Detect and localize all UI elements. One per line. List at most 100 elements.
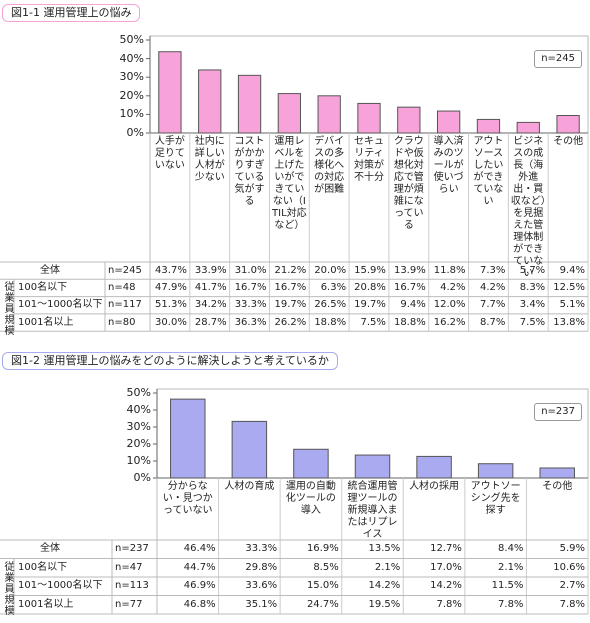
bar <box>170 398 206 479</box>
bar <box>397 106 421 134</box>
cell-value: 5.1% <box>559 299 585 311</box>
category-label: その他 <box>553 136 584 147</box>
row-label: 101〜1000名以下 <box>18 299 103 311</box>
cell-value: 14.2% <box>368 580 401 592</box>
total-value: 33.3% <box>245 543 278 555</box>
cell-value: 13.8% <box>553 316 585 328</box>
row-label: 1001名以上 <box>18 598 74 610</box>
y-tick-label: 10% <box>126 454 151 467</box>
cell-value: 11.5% <box>491 580 524 592</box>
category-label: 運用レベルを上げたいができていない（ITIL対応など） <box>272 136 307 231</box>
total-value: 13.9% <box>393 264 426 276</box>
cell-value: 18.8% <box>314 316 347 328</box>
total-n: n=245 <box>108 264 142 276</box>
cell-value: 46.8% <box>183 598 216 610</box>
y-tick-label: 40% <box>126 403 151 416</box>
y-tick-label: 30% <box>126 420 151 433</box>
chart-title: 図1-2 運用管理上の悩みをどのように解決しようと考えているか <box>2 352 338 370</box>
cell-value: 19.7% <box>354 299 386 311</box>
row-group-label: 従業員規模 <box>2 560 13 616</box>
bar <box>198 69 222 134</box>
cell-value: 12.5% <box>553 281 585 293</box>
cell-value: 7.8% <box>498 598 524 610</box>
cell-value: 6.3% <box>320 281 347 293</box>
total-value: 33.9% <box>194 264 227 276</box>
bar <box>556 115 580 134</box>
cell-value: 44.7% <box>183 561 216 573</box>
category-label: 統合運用管理ツールの新規導入またはリプレイス <box>347 481 398 540</box>
sample-size: n=237 <box>534 403 582 421</box>
y-tick-label: 0% <box>133 471 151 484</box>
cell-value: 17.0% <box>430 561 462 573</box>
cell-value: 16.7% <box>234 281 267 293</box>
category-label: 導入済みのツールが使いづらい <box>433 136 464 195</box>
category-label: 人手が足りていない <box>154 136 185 171</box>
cell-value: 30.0% <box>155 316 187 328</box>
bar <box>477 463 514 479</box>
row-n: n=48 <box>108 281 136 293</box>
cell-value: 2.1% <box>498 561 524 573</box>
total-value: 13.5% <box>368 543 401 555</box>
cell-value: 4.2% <box>479 281 506 293</box>
cell-value: 33.3% <box>234 299 267 311</box>
total-value: 11.8% <box>433 264 466 276</box>
cell-value: 2.1% <box>374 561 401 573</box>
cell-value: 9.4% <box>400 299 426 311</box>
total-value: 8.4% <box>498 543 524 555</box>
y-tick-label: 0% <box>126 126 144 139</box>
y-tick-label: 30% <box>119 70 144 84</box>
bar <box>357 102 381 134</box>
category-label: アウトソーシング先を探す <box>470 481 521 516</box>
cell-value: 20.8% <box>354 281 386 293</box>
cell-value: 16.7% <box>274 281 307 293</box>
cell-value: 36.3% <box>234 316 267 328</box>
total-value: 16.9% <box>306 543 339 555</box>
cell-value: 7.5% <box>519 316 546 328</box>
total-value: 9.4% <box>559 264 585 276</box>
total-value: 43.7% <box>155 264 187 276</box>
category-label: アウトソースしたいができていない <box>473 136 504 207</box>
row-n: n=80 <box>108 316 136 328</box>
cell-value: 29.8% <box>245 561 278 573</box>
total-value: 7.3% <box>479 264 506 276</box>
row-n: n=113 <box>115 580 149 592</box>
category-label: コストがかかりすぎている気がする <box>234 136 265 207</box>
sample-size: n=245 <box>534 50 582 68</box>
row-n: n=77 <box>115 598 143 610</box>
category-label: ビジネスの成長（海外進出・買収など）を見据えた管理体制ができていない <box>510 136 546 279</box>
cell-value: 14.2% <box>430 580 462 592</box>
row-n: n=47 <box>115 561 143 573</box>
cell-value: 34.2% <box>194 299 227 311</box>
cell-value: 12.0% <box>433 299 466 311</box>
cell-value: 7.5% <box>360 316 386 328</box>
cell-value: 46.9% <box>183 580 216 592</box>
bar <box>416 455 452 479</box>
bar <box>539 467 575 479</box>
category-label: 人材の育成 <box>224 481 275 492</box>
cell-value: 41.7% <box>194 281 227 293</box>
cell-value: 18.8% <box>393 316 426 328</box>
bar <box>317 95 341 134</box>
cell-value: 4.2% <box>440 281 466 293</box>
row-group-label: 従業員規模 <box>2 281 13 337</box>
y-tick-label: 40% <box>119 51 144 65</box>
cell-value: 7.8% <box>559 598 585 610</box>
cell-value: 19.5% <box>368 598 401 610</box>
row-label: 100名以下 <box>18 561 68 573</box>
total-value: 15.9% <box>354 264 386 276</box>
bar <box>354 454 391 479</box>
category-label: クラウドや仮想化対応で管理が煩雑になっている <box>393 136 424 231</box>
bar <box>436 110 461 134</box>
category-label: 社内に詳しい人材が少ない <box>194 136 225 183</box>
bar <box>277 93 302 134</box>
cell-value: 7.7% <box>479 299 506 311</box>
cell-value: 16.2% <box>433 316 466 328</box>
total-value: 12.7% <box>430 543 462 555</box>
total-value: 31.0% <box>234 264 267 276</box>
cell-value: 7.8% <box>436 598 462 610</box>
bar <box>476 118 501 134</box>
category-label: デバイスの多様化への対応が困難 <box>314 136 345 195</box>
cell-value: 8.7% <box>479 316 506 328</box>
category-label: 人材の採用 <box>409 481 460 492</box>
